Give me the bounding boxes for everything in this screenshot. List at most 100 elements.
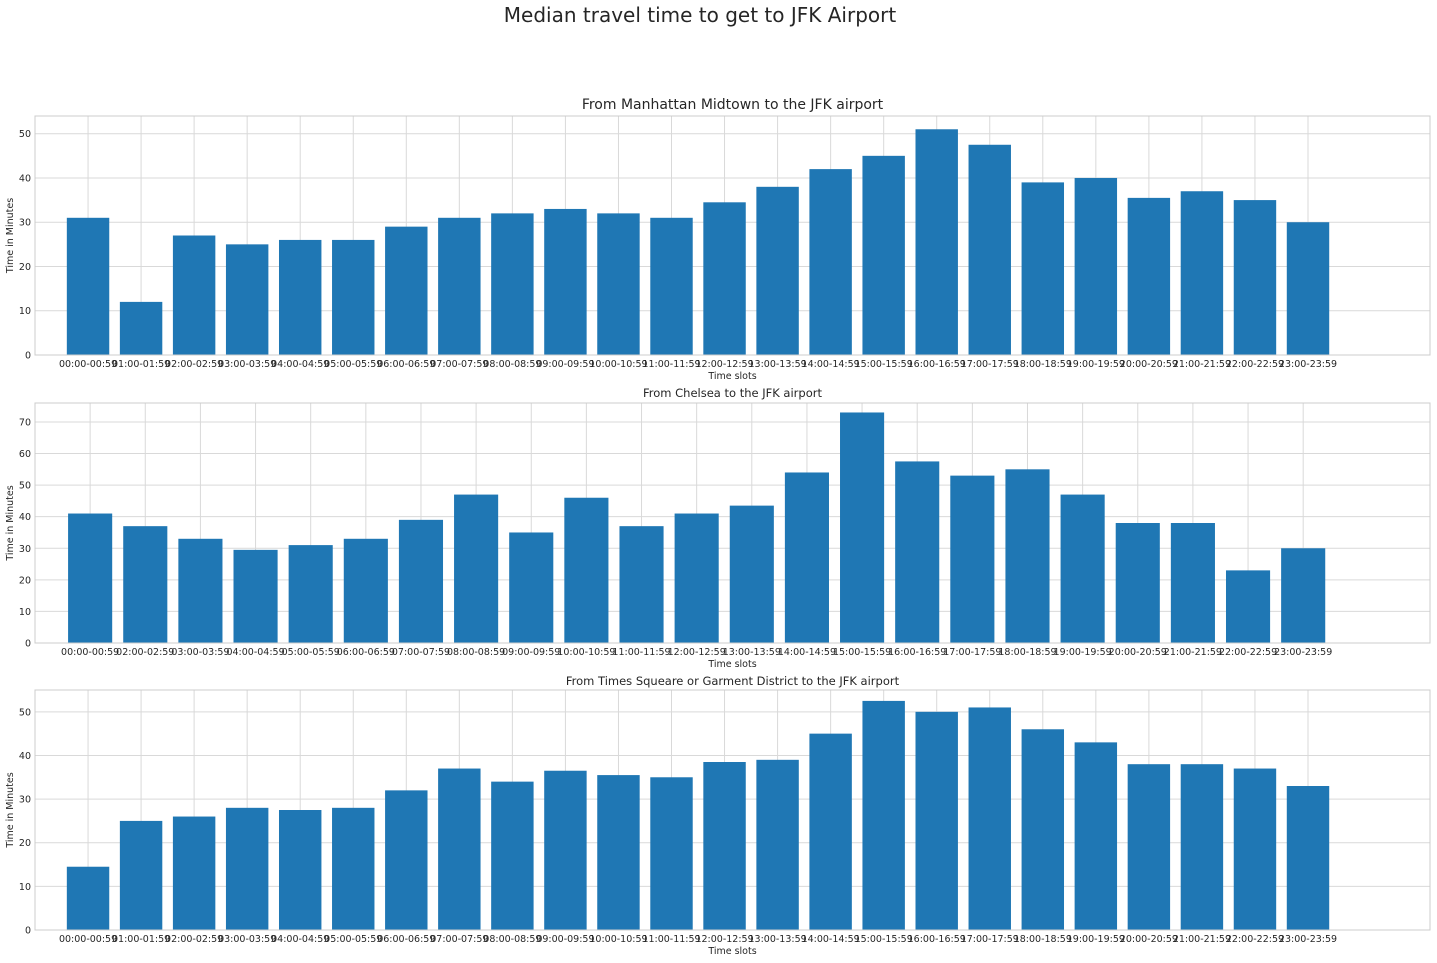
bar	[1225, 570, 1271, 643]
x-tick-label: 07:00-07:59	[430, 934, 488, 945]
bar	[1021, 182, 1065, 355]
bar	[1074, 177, 1118, 355]
bar	[1233, 200, 1277, 355]
x-axis-label: Time slots	[707, 946, 756, 957]
bar	[1005, 469, 1050, 643]
bar	[66, 866, 110, 930]
bar	[123, 526, 168, 643]
x-tick-label: 17:00-17:59	[961, 359, 1019, 370]
x-tick-label: 17:00-17:59	[961, 934, 1019, 945]
x-tick-label: 22:00-22:59	[1226, 359, 1284, 370]
bar	[278, 810, 322, 930]
x-tick-label: 07:00-07:59	[392, 647, 450, 658]
bar	[895, 461, 940, 643]
bar	[862, 700, 905, 930]
bar	[1170, 523, 1215, 643]
bar	[544, 770, 587, 930]
y-tick-label: 10	[19, 882, 31, 893]
x-tick-label: 00:00-00:59	[59, 934, 117, 945]
y-tick-label: 30	[19, 795, 31, 806]
x-tick-label: 02:00-02:59	[116, 647, 174, 658]
x-tick-label: 11:00-11:59	[612, 647, 670, 658]
x-tick-label: 15:00-15:59	[855, 359, 913, 370]
axes-frame	[34, 402, 1431, 644]
bar	[650, 777, 693, 930]
x-tick-label: 08:00-08:59	[483, 359, 541, 370]
bar	[862, 155, 905, 355]
chart-title: From Times Squeare or Garment District t…	[566, 674, 900, 688]
y-tick-label: 50	[19, 129, 31, 140]
y-tick-label: 50	[19, 707, 31, 718]
x-tick-label: 23:00-23:59	[1279, 934, 1337, 945]
bar	[225, 244, 269, 355]
bar	[225, 807, 269, 930]
x-tick-label: 18:00-18:59	[1014, 934, 1072, 945]
bar	[172, 235, 216, 355]
x-tick-label: 03:00-03:59	[171, 647, 229, 658]
bar	[564, 497, 609, 643]
x-tick-label: 04:00-04:59	[271, 359, 329, 370]
bar	[619, 526, 664, 643]
chart-chelsea: 0 10 20 30 40 50 60 70 00:00-00:5902:00-02:5903:…	[5, 386, 1431, 670]
bar	[491, 213, 534, 355]
x-tick-label: 12:00-12:59	[695, 359, 753, 370]
x-tick-label: 21:00-21:59	[1173, 934, 1231, 945]
x-tick-label: 08:00-08:59	[483, 934, 541, 945]
x-tick-label: 23:00-23:59	[1274, 647, 1332, 658]
x-tick-label: 09:00-09:59	[536, 934, 594, 945]
chart-title: From Manhattan Midtown to the JFK airpor…	[582, 97, 884, 113]
x-tick-label: 17:00-17:59	[943, 647, 1001, 658]
figure-title: Median travel time to get to JFK Airport	[504, 3, 897, 27]
bar	[703, 762, 746, 930]
y-tick-label: 30	[19, 544, 31, 555]
bar	[674, 513, 719, 643]
bar	[438, 768, 481, 930]
x-tick-label: 00:00-00:59	[59, 359, 117, 370]
x-tick-label: 12:00-12:59	[668, 647, 726, 658]
x-tick-label: 18:00-18:59	[1014, 359, 1072, 370]
bar	[332, 807, 375, 930]
bar	[1180, 764, 1224, 930]
bar	[968, 707, 1011, 930]
x-tick-label: 19:00-19:59	[1067, 359, 1125, 370]
y-tick-label: 60	[19, 449, 31, 460]
axes-frame	[34, 115, 1431, 356]
bar	[1074, 742, 1118, 930]
bar	[233, 549, 278, 643]
bar	[66, 217, 110, 355]
bar	[729, 505, 774, 643]
y-tick-label: 20	[19, 838, 31, 849]
x-tick-label: 05:00-05:59	[282, 647, 340, 658]
x-tick-label: 13:00-13:59	[748, 934, 806, 945]
y-tick-label: 0	[25, 351, 31, 362]
x-tick-label: 13:00-13:59	[723, 647, 781, 658]
x-tick-label: 06:00-06:59	[337, 647, 395, 658]
x-tick-label: 04:00-04:59	[226, 647, 284, 658]
x-tick-label: 01:00-01:59	[112, 359, 170, 370]
x-tick-label: 09:00-09:59	[502, 647, 560, 658]
x-tick-label: 06:00-06:59	[377, 359, 435, 370]
bar	[1021, 729, 1065, 930]
x-tick-label: 21:00-21:59	[1164, 647, 1222, 658]
x-tick-label: 18:00-18:59	[998, 647, 1056, 658]
y-axis-label: Time in Minutes	[5, 198, 16, 274]
x-tick-label: 19:00-19:59	[1054, 647, 1112, 658]
bar	[1286, 786, 1330, 930]
bar	[509, 532, 554, 643]
x-tick-label: 20:00-20:59	[1120, 359, 1178, 370]
x-tick-label: 04:00-04:59	[271, 934, 329, 945]
bar	[756, 186, 799, 355]
x-tick-label: 16:00-16:59	[908, 359, 966, 370]
bar	[178, 538, 223, 643]
x-tick-label: 13:00-13:59	[748, 359, 806, 370]
bar	[1281, 548, 1326, 643]
y-axis-label: Time in Minutes	[5, 485, 16, 561]
bar	[840, 412, 885, 643]
x-axis-label: Time slots	[707, 659, 756, 670]
x-tick-label: 09:00-09:59	[536, 359, 594, 370]
bar	[597, 213, 640, 355]
x-tick-label: 20:00-20:59	[1109, 647, 1167, 658]
bar	[385, 790, 428, 930]
x-tick-label: 15:00-15:59	[855, 934, 913, 945]
